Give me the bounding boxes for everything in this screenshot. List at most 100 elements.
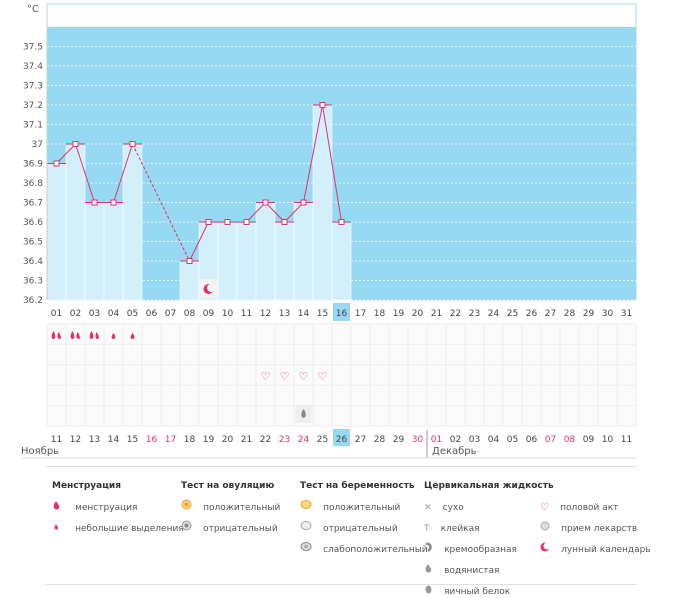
day-label: 10 xyxy=(222,309,234,319)
date-label: 04 xyxy=(488,435,500,445)
temperature-point xyxy=(53,160,60,167)
date-label: 21 xyxy=(241,435,252,445)
y-tick-label: 36.5 xyxy=(23,238,43,248)
temperature-point xyxy=(91,199,98,206)
legend-pregnancy-negative: отрицательный xyxy=(323,524,398,534)
date-label: 09 xyxy=(583,435,595,445)
pill-icon xyxy=(540,516,550,535)
day-label: 20 xyxy=(412,309,424,319)
y-tick-label: 37 xyxy=(32,140,43,150)
heavy-drop-icon xyxy=(70,331,75,339)
date-label: 01 xyxy=(431,435,442,445)
date-label: 30 xyxy=(412,435,424,445)
temperature-point xyxy=(129,141,136,147)
legend-light-label: небольшие выделения xyxy=(75,524,184,534)
legend-pregnancy-title: Тест на беременность xyxy=(300,481,415,491)
temperature-point xyxy=(319,102,326,108)
day-label: 07 xyxy=(165,309,176,319)
temperature-line xyxy=(56,143,76,164)
tracking-grid-bg xyxy=(47,324,636,426)
temperature-bar xyxy=(236,221,257,301)
temperature-bar xyxy=(312,104,333,301)
legend-fluid-dry: сухо xyxy=(442,503,464,513)
legend-fluid-creamy: кремообразная xyxy=(444,545,517,555)
day-label: 09 xyxy=(203,309,215,319)
light-drop-icon xyxy=(52,516,62,535)
temperature-line xyxy=(189,221,209,262)
temperature-bar xyxy=(217,221,238,301)
legend-other-sex: половой акт xyxy=(560,503,619,513)
day-label: 02 xyxy=(70,309,81,319)
dry-icon: ✕ xyxy=(424,503,432,513)
y-axis-unit: °C xyxy=(27,4,39,15)
date-label: 05 xyxy=(507,435,518,445)
temperature-point xyxy=(281,219,288,225)
date-label: 13 xyxy=(89,435,100,445)
date-label: 23 xyxy=(279,435,290,445)
temperature-bar xyxy=(46,163,67,301)
day-label: 31 xyxy=(621,309,632,319)
day-label: 25 xyxy=(507,309,518,319)
day-label: 18 xyxy=(374,309,386,319)
temperature-bar xyxy=(84,202,105,301)
date-label: 26 xyxy=(336,435,348,445)
temperature-line xyxy=(322,104,342,223)
tracking-grid: ♡ ♡ ♡ ♡ xyxy=(46,323,637,427)
current-date-highlight xyxy=(333,429,350,446)
legend-ovulation-positive: положительный xyxy=(203,503,281,513)
temperature-bar xyxy=(65,143,86,301)
day-label: 26 xyxy=(526,309,538,319)
legend-fluid-title: Цервикальная жидкость xyxy=(424,481,554,491)
date-label: 14 xyxy=(108,435,120,445)
legend-heavy-label: менструация xyxy=(75,503,138,513)
y-tick-label: 37.3 xyxy=(23,82,43,92)
heart-icon: ♡ xyxy=(280,370,290,383)
day-label: 01 xyxy=(51,309,62,319)
plot-area xyxy=(46,3,637,301)
legend-fluid-sticky: клейкая xyxy=(440,524,480,534)
day-label: 03 xyxy=(89,309,100,319)
date-label: 11 xyxy=(51,435,62,445)
ovulation-negative-icon xyxy=(181,516,192,535)
y-tick-label: 37.5 xyxy=(23,43,43,53)
legend-fluid-watery: водянистая xyxy=(444,566,500,576)
watery-icon xyxy=(424,558,433,577)
temperature-point xyxy=(110,199,117,206)
date-label: 08 xyxy=(564,435,576,445)
y-tick-label: 37.2 xyxy=(23,101,43,111)
date-row: 11 12 13 14 15 16 17 18 19 20 21 22 23 24 25 26 27 28 29 30… xyxy=(22,429,636,459)
heart-icon: ♡ xyxy=(540,502,549,513)
heart-icon: ♡ xyxy=(318,370,328,383)
temperature-point xyxy=(224,219,231,225)
day-label: 14 xyxy=(298,309,310,319)
day-label: 23 xyxy=(469,309,480,319)
day-label: 22 xyxy=(450,309,461,319)
temperature-point xyxy=(262,199,269,206)
temperature-line xyxy=(246,202,266,223)
date-label: 10 xyxy=(602,435,614,445)
heavy-drop-icon xyxy=(51,331,56,339)
temperature-bar xyxy=(103,202,124,301)
temperature-bar xyxy=(179,260,200,301)
y-tick-label: 36.6 xyxy=(23,218,43,228)
legend-other: ♡ половой акт прием лекарств лунный кале… xyxy=(540,495,651,556)
day-label: 05 xyxy=(127,309,138,319)
date-label: 20 xyxy=(222,435,234,445)
temperature-bar xyxy=(331,221,352,301)
y-tick-label: 36.9 xyxy=(23,160,43,170)
date-label: 17 xyxy=(165,435,176,445)
heavy-drop-icon xyxy=(57,332,61,339)
temperature-bar xyxy=(293,202,314,301)
temperature-line xyxy=(75,143,95,203)
temperature-line xyxy=(113,143,133,203)
day-label: 16 xyxy=(336,309,348,319)
pregnancy-positive-icon xyxy=(300,495,312,514)
temperature-line xyxy=(284,202,304,223)
moon-icon xyxy=(540,537,551,556)
heavy-drop-icon xyxy=(52,495,62,514)
legend-other-meds: прием лекарств xyxy=(561,524,638,534)
legend-ovulation: Тест на овуляцию положительный отрицател… xyxy=(181,481,280,535)
temperature-point xyxy=(186,258,193,264)
legend-pregnancy-weak: слабоположительный xyxy=(323,545,428,555)
legend-fluid-eggwhite: яичный белок xyxy=(444,587,511,597)
